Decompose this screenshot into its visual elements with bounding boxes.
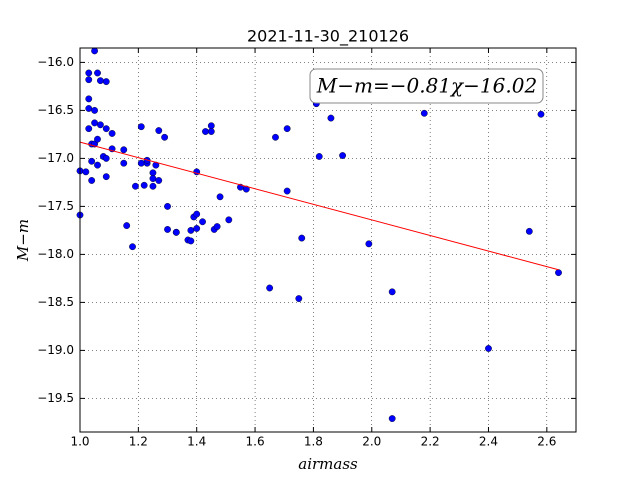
y-tick-label: −19.5 <box>37 391 74 405</box>
x-tick-label: 2.2 <box>421 435 440 449</box>
annotation-box <box>309 68 544 104</box>
x-tick-label: 2.0 <box>362 435 381 449</box>
point <box>199 218 206 226</box>
point <box>91 107 98 114</box>
point <box>193 210 201 218</box>
point <box>94 161 101 169</box>
point <box>137 159 145 167</box>
point <box>102 78 110 86</box>
x-axis-label: airmass <box>298 455 358 473</box>
point <box>102 125 110 133</box>
point <box>420 109 428 117</box>
annotation: M−m=−0.81χ−16.02 <box>316 74 537 98</box>
point <box>91 119 98 127</box>
point <box>485 345 492 352</box>
point <box>202 128 209 135</box>
y-tick-label: −16.0 <box>37 55 74 69</box>
point <box>315 153 323 160</box>
point <box>172 228 180 236</box>
point <box>132 182 139 190</box>
y-axis-label: M−m <box>14 219 32 262</box>
point <box>216 193 224 201</box>
point <box>187 226 195 234</box>
x-tick-label: 2.6 <box>537 435 556 449</box>
point <box>283 125 291 133</box>
fit-line <box>79 141 559 271</box>
point <box>85 105 93 112</box>
point <box>129 243 136 251</box>
point <box>102 154 110 162</box>
x-tick-label: 1.4 <box>187 435 206 449</box>
point <box>94 69 101 77</box>
point <box>161 133 169 141</box>
point <box>123 222 131 230</box>
point <box>388 415 396 422</box>
point <box>242 185 250 193</box>
point <box>327 114 335 122</box>
point <box>555 269 562 277</box>
point <box>149 175 157 182</box>
point <box>94 135 101 143</box>
point <box>137 123 145 131</box>
y-tick-label: −18.5 <box>37 295 74 309</box>
point <box>298 234 306 242</box>
y-tick-label: −18.0 <box>37 247 74 261</box>
point <box>207 128 215 135</box>
point <box>88 157 96 165</box>
point <box>140 181 148 189</box>
point <box>88 177 96 184</box>
point <box>120 146 128 154</box>
point <box>207 122 215 130</box>
point <box>102 173 110 181</box>
y-tick-label: −17.0 <box>37 151 74 165</box>
axes-frame <box>79 47 577 433</box>
point <box>213 223 221 230</box>
point <box>164 202 171 210</box>
point <box>525 227 533 235</box>
point <box>85 95 93 103</box>
point <box>164 226 171 233</box>
x-tick-label: 1.6 <box>246 435 265 449</box>
point <box>120 159 128 167</box>
point <box>149 169 157 177</box>
point <box>537 110 545 118</box>
point <box>97 121 104 129</box>
point <box>85 76 93 84</box>
point <box>155 177 163 184</box>
point <box>339 152 346 159</box>
chart-title: 2021-11-30_210126 <box>247 27 409 47</box>
point <box>155 127 163 134</box>
y-tick-label: −17.5 <box>37 199 74 213</box>
x-tick-label: 1.2 <box>129 435 148 449</box>
point <box>388 288 396 296</box>
point <box>272 133 279 141</box>
plot-area: 1.0 1.2 1.4 1.6 1.8 2.0 2.2 2.4 2.6 −16.0 −16.5 −17… <box>37 47 576 449</box>
point <box>91 47 98 55</box>
point <box>108 130 116 137</box>
x-tick-label: 1.8 <box>304 435 323 449</box>
point <box>266 284 274 292</box>
point <box>365 240 373 248</box>
point <box>187 237 195 245</box>
point <box>193 225 201 232</box>
y-tick-label: −16.5 <box>37 103 74 117</box>
point <box>85 69 93 77</box>
y-tick-label: −19.0 <box>37 343 74 357</box>
point <box>97 77 104 85</box>
x-tick-label: 1.0 <box>70 435 89 449</box>
x-tick-label: 2.4 <box>479 435 498 449</box>
point <box>82 168 90 176</box>
point <box>225 216 233 224</box>
point <box>295 295 303 302</box>
point <box>149 182 157 190</box>
point <box>283 187 291 195</box>
point <box>85 125 93 133</box>
